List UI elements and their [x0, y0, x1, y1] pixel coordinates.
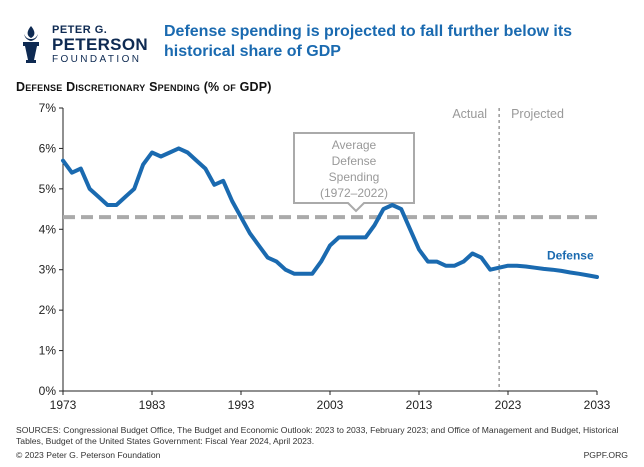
- average-callout-box: [293, 132, 415, 213]
- x-tick-label: 1993: [228, 398, 255, 412]
- headline-line2: historical share of GDP: [164, 43, 341, 60]
- average-callout-label: Spending: [329, 170, 380, 184]
- logo[interactable]: PETER G. PETERSON FOUNDATION: [16, 22, 166, 68]
- regions: Actual Projected: [452, 107, 564, 391]
- series-group: Defense: [61, 146, 599, 279]
- y-axis: 0% 1% 2% 3% 4% 5% 6% 7%: [39, 101, 64, 398]
- website-link[interactable]: PGPF.ORG: [583, 450, 628, 460]
- y-tick-label: 4%: [39, 222, 57, 236]
- y-tick-label: 3%: [39, 263, 57, 277]
- logo-line3: FOUNDATION: [52, 54, 142, 65]
- average-callout-label: Defense: [332, 154, 377, 168]
- series-label-defense: Defense: [547, 249, 594, 263]
- line-chart: 0% 1% 2% 3% 4% 5% 6% 7% 1973 1983 1993 2003 2013 202…: [39, 101, 611, 412]
- torch-icon: [23, 26, 39, 63]
- chart-title: Defense Discretionary Spending (% of GDP…: [16, 80, 272, 94]
- average-callout-label: Average: [332, 138, 377, 152]
- x-tick-label: 2023: [495, 398, 522, 412]
- actual-label: Actual: [452, 107, 487, 121]
- x-tick-label: 1973: [50, 398, 77, 412]
- sources-note: SOURCES: Congressional Budget Office, Th…: [16, 425, 619, 446]
- y-tick-label: 7%: [39, 101, 57, 115]
- headline-line1: Defense spending is projected to fall fu…: [164, 23, 573, 40]
- x-tick-label: 2033: [584, 398, 611, 412]
- y-tick-label: 1%: [39, 344, 57, 358]
- x-axis: 1973 1983 1993 2003 2013 2023 2033: [50, 390, 611, 412]
- header: PETER G. PETERSON FOUNDATION Defense spe…: [16, 22, 628, 70]
- series-line-defense: [61, 146, 599, 279]
- x-tick-label: 2013: [406, 398, 433, 412]
- logo-line2: PETERSON: [52, 35, 148, 54]
- x-tick-label: 1983: [139, 398, 166, 412]
- x-tick-label: 2003: [317, 398, 344, 412]
- average-callout-label: (1972–2022): [320, 186, 388, 200]
- average-group: Average Defense Spending (1972–2022): [63, 132, 597, 220]
- y-tick-label: 6%: [39, 141, 57, 155]
- headline: Defense spending is projected to fall fu…: [164, 22, 624, 62]
- copyright: © 2023 Peter G. Peterson Foundation: [16, 450, 161, 460]
- y-tick-label: 0%: [39, 384, 57, 398]
- projected-label: Projected: [511, 107, 564, 121]
- logo-line1: PETER G.: [52, 24, 108, 36]
- y-tick-label: 5%: [39, 182, 57, 196]
- y-tick-label: 2%: [39, 303, 57, 317]
